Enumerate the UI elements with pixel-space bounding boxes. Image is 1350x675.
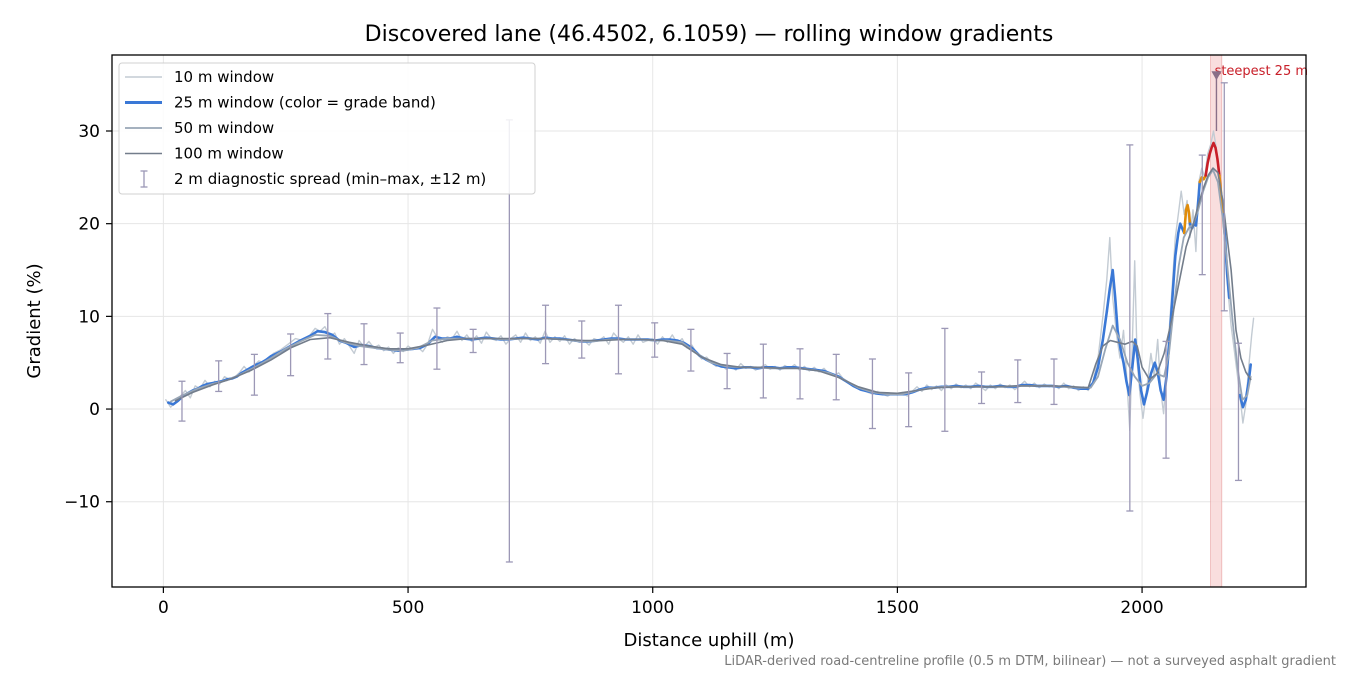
annotation: steepest 25 m [1211, 64, 1308, 131]
spread-bar [941, 327, 949, 432]
y-tick-label: −10 [64, 493, 100, 513]
spread-bar [324, 312, 332, 360]
spread-bar [1162, 340, 1170, 459]
legend-label: 100 m window [174, 145, 284, 163]
legend-item: 50 m window [125, 119, 274, 137]
spread-bar [542, 304, 550, 365]
legend: 10 m window 25 m window (color = grade ba… [118, 62, 536, 195]
legend-label: 10 m window [174, 68, 274, 86]
spread-bar [396, 332, 404, 364]
spread-bar [469, 328, 477, 354]
x-tick-label: 500 [392, 598, 424, 618]
spread-bar [832, 353, 840, 401]
spread-bar [723, 352, 731, 390]
spread-bar [796, 348, 804, 400]
legend-label: 50 m window [174, 119, 274, 137]
spread-bar [1234, 342, 1242, 482]
chart-title: Discovered lane (46.4502, 6.1059) — roll… [365, 22, 1054, 47]
legend-box [118, 62, 536, 195]
y-axis: −10 0 10 20 30 [64, 122, 112, 513]
y-axis-label: Gradient (%) [24, 263, 45, 378]
legend-item: 10 m window [125, 68, 274, 86]
spread-bar [178, 380, 186, 422]
spread-bar [1126, 144, 1134, 512]
legend-label: 2 m diagnostic spread (min–max, ±12 m) [174, 170, 486, 188]
series-lines [165, 130, 1255, 432]
spread-bar [250, 353, 258, 396]
spread-bar [1198, 154, 1206, 276]
plot-frame [111, 54, 1307, 588]
series-line [1238, 363, 1252, 409]
series-line [174, 167, 1252, 402]
grid-lines [112, 55, 1306, 587]
spread-bar [1050, 358, 1058, 406]
x-axis: 0 500 1000 1500 2000 [158, 587, 1164, 618]
y-tick-label: 0 [89, 400, 100, 420]
spread-bar [905, 372, 913, 428]
x-tick-label: 1500 [876, 598, 919, 618]
spread-bar [651, 322, 659, 358]
spread-bar [614, 304, 622, 375]
y-tick-label: 20 [78, 215, 100, 235]
legend-item: 25 m window (color = grade band) [125, 94, 436, 112]
spread-bar [578, 320, 586, 359]
legend-item: 2 m diagnostic spread (min–max, ±12 m) [140, 170, 486, 188]
series-line [1204, 141, 1221, 177]
steepest-label: steepest 25 m [1215, 64, 1308, 79]
series-line [169, 169, 1252, 403]
spread-bar [1014, 359, 1022, 404]
spread-bars [178, 82, 1242, 563]
series-line [1182, 203, 1192, 235]
legend-item: 100 m window [125, 145, 284, 163]
spread-bar [215, 360, 223, 393]
x-axis-label: Distance uphill (m) [624, 630, 795, 651]
x-tick-label: 0 [158, 598, 169, 618]
spread-bar [978, 371, 986, 405]
spread-bar [868, 358, 876, 430]
legend-label: 25 m window (color = grade band) [174, 94, 436, 112]
spread-bar [287, 333, 295, 377]
x-tick-label: 1000 [631, 598, 674, 618]
spread-bar [360, 323, 368, 366]
footnote: LiDAR-derived road-centreline profile (0… [724, 654, 1336, 669]
series-line [167, 310, 1109, 406]
spread-bar [433, 307, 441, 370]
spread-bar [1220, 82, 1228, 312]
y-tick-label: 10 [78, 307, 100, 327]
x-tick-label: 2000 [1120, 598, 1163, 618]
spread-bar [687, 328, 695, 372]
y-tick-label: 30 [78, 122, 100, 142]
spread-bar [759, 343, 767, 399]
steepest-marker [1211, 71, 1222, 81]
